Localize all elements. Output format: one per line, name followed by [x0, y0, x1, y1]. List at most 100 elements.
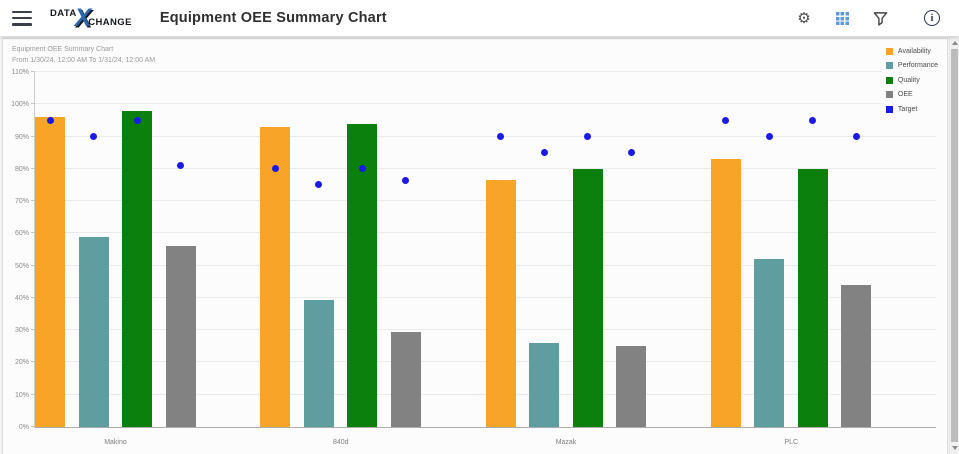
bar-oee-makino	[165, 246, 196, 427]
settings-button[interactable]: ⚙	[791, 5, 817, 31]
y-axis-tick-label: 100%	[11, 101, 29, 109]
bar-availability-plc	[710, 159, 741, 427]
bar-group-840d	[260, 72, 421, 427]
y-axis-tick	[31, 200, 35, 202]
y-axis-tick-label: 70%	[14, 198, 29, 206]
info-button[interactable]	[919, 5, 945, 31]
filter-button[interactable]	[867, 5, 893, 31]
bar-quality-mazak	[572, 168, 603, 427]
legend-label: Performance	[897, 62, 938, 70]
chart-header: Equipment OEE Summary Chart From 1/30/24…	[12, 45, 155, 67]
target-dot-840d	[358, 165, 366, 173]
legend-label: Target	[897, 105, 918, 113]
chart-subtitle: From 1/30/24, 12:00 AM To 1/31/24, 12:00…	[12, 56, 156, 64]
bar-quality-makino	[122, 110, 152, 427]
legend-item-target[interactable]: Target	[885, 102, 938, 117]
bar-performance-plc	[754, 259, 785, 427]
bar-availability-mazak	[485, 180, 516, 427]
bar-group-makino	[35, 72, 196, 427]
legend-swatch-icon	[885, 62, 893, 70]
bar-performance-mazak	[529, 343, 559, 427]
legend-label: Availability	[897, 47, 931, 55]
gridline	[35, 167, 936, 169]
target-dot-plc	[852, 133, 860, 141]
y-axis-tick	[31, 232, 35, 234]
y-axis-tick-label: 40%	[14, 294, 29, 302]
logo-text-data: DATA	[50, 8, 77, 19]
y-axis-tick-label: 30%	[14, 327, 29, 335]
scroll-down-icon[interactable]	[952, 446, 958, 450]
legend-label: Quality	[897, 76, 920, 84]
vertical-scrollbar[interactable]	[949, 37, 959, 454]
target-dot-mazak	[627, 149, 635, 157]
target-dot-makino	[90, 133, 97, 141]
chart-panel: Equipment OEE Summary Chart From 1/30/24…	[2, 38, 948, 454]
bar-group-mazak	[485, 72, 647, 427]
legend-swatch-icon	[885, 76, 893, 84]
target-dot-840d	[315, 181, 323, 189]
y-axis-tick	[31, 264, 35, 266]
legend-item-quality[interactable]: Quality	[885, 73, 938, 88]
legend-item-oee[interactable]: OEE	[885, 88, 938, 103]
target-dot-makino	[46, 116, 54, 124]
header-actions: ⚙	[791, 5, 945, 31]
target-dot-plc	[722, 116, 730, 124]
target-dot-makino	[177, 162, 184, 170]
legend-item-performance[interactable]: Performance	[885, 59, 938, 74]
target-dot-makino	[133, 116, 141, 124]
y-axis-tick-label: 60%	[14, 230, 29, 238]
y-axis-tick	[31, 361, 35, 363]
bar-quality-840d	[347, 123, 378, 427]
target-dot-mazak	[497, 133, 504, 141]
menu-icon[interactable]	[12, 10, 32, 26]
y-axis-tick-label: 110%	[11, 69, 29, 76]
scrollbar-thumb[interactable]	[951, 49, 958, 442]
y-axis-tick-label: 50%	[14, 262, 29, 270]
info-icon	[924, 10, 940, 26]
bar-performance-makino	[78, 236, 109, 427]
bar-availability-makino	[35, 117, 65, 427]
gridline	[35, 71, 936, 72]
x-axis-label-mazak: Mazak	[555, 439, 577, 446]
scroll-up-icon[interactable]	[952, 41, 958, 45]
y-axis-tick	[31, 329, 35, 331]
target-dot-plc	[765, 133, 773, 141]
y-axis-tick	[31, 71, 35, 72]
bar-oee-mazak	[616, 346, 646, 427]
target-dot-mazak	[540, 149, 548, 157]
bar-oee-plc	[841, 285, 872, 427]
x-axis-label-plc: PLC	[784, 439, 799, 446]
funnel-icon	[873, 11, 887, 26]
logo-text-change: CHANGE	[88, 17, 132, 28]
grid-view-button[interactable]	[829, 5, 855, 31]
target-dot-plc	[809, 116, 817, 124]
y-axis-tick-label: 10%	[14, 391, 29, 399]
legend-item-availability[interactable]: Availability	[885, 44, 938, 59]
plot-area: 0% 10% 20% 30% 40% 50% 60% 70% 80% 90% 100% 110% Mak…	[11, 69, 936, 446]
top-app-bar: DATA X CHANGE Equipment OEE Summary Char…	[0, 0, 959, 36]
page-title: Equipment OEE Summary Chart	[159, 10, 387, 26]
gridline	[35, 135, 936, 137]
grid-icon	[835, 11, 849, 25]
y-axis-tick-label: 0%	[18, 424, 29, 431]
y-axis-tick	[31, 426, 35, 427]
logo-x-mark: X	[74, 4, 92, 32]
legend-swatch-icon	[885, 91, 893, 99]
main-content: Equipment OEE Summary Chart From 1/30/24…	[0, 37, 949, 454]
bar-oee-840d	[390, 331, 421, 427]
y-axis-tick	[31, 135, 35, 137]
chart-title: Equipment OEE Summary Chart	[12, 46, 114, 53]
bar-group-plc	[710, 72, 872, 427]
y-axis-tick	[31, 393, 35, 395]
legend-label: OEE	[897, 91, 913, 99]
x-axis-label-makino: Makino	[104, 439, 127, 446]
bar-performance-840d	[303, 299, 334, 427]
target-dot-mazak	[584, 133, 591, 141]
y-axis-tick-label: 90%	[14, 133, 29, 141]
legend-swatch-icon	[885, 105, 893, 113]
dataxchange-logo: DATA X CHANGE	[50, 4, 132, 32]
bar-quality-plc	[797, 168, 828, 427]
x-axis-label-840d: 840d	[332, 439, 349, 446]
legend-swatch-icon	[885, 47, 893, 55]
